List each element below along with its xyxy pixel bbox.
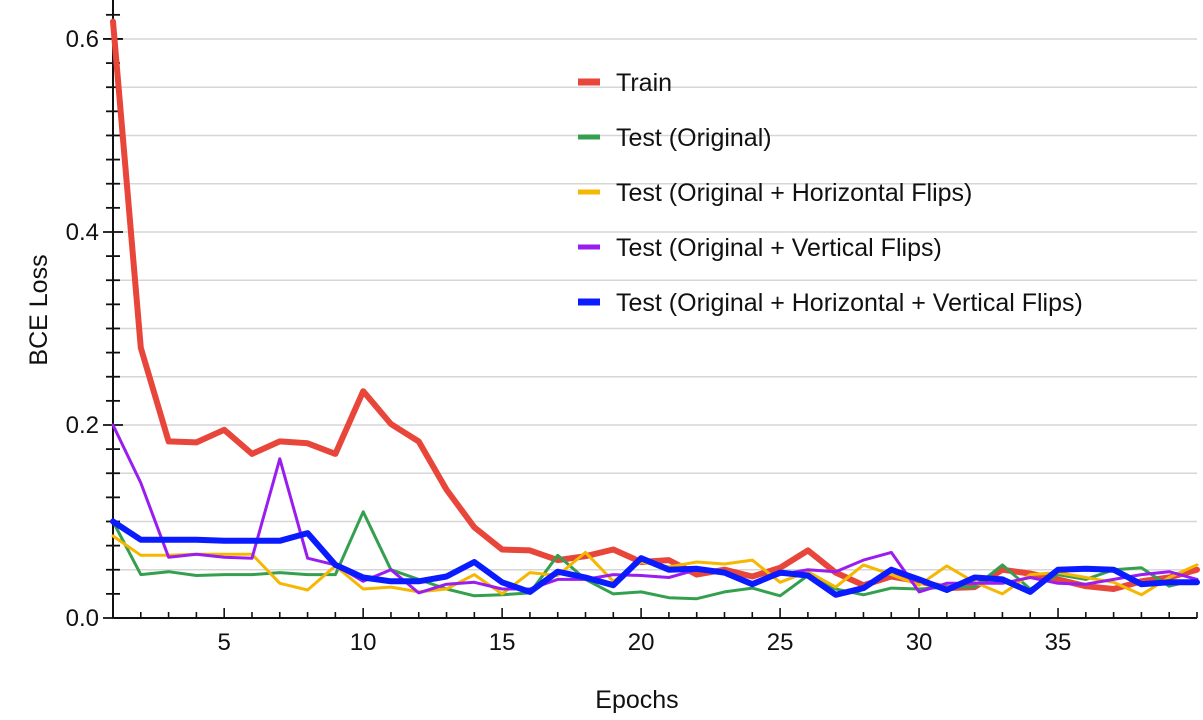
legend-label: Train (616, 69, 672, 97)
x-tick-label: 5 (217, 629, 230, 656)
axes: 0.0 0.2 0.4 0.6 5 10 15 20 25 30 35 (66, 0, 1198, 656)
y-tick-label: 0.4 (66, 219, 99, 246)
y-tick-label: 0.2 (66, 412, 99, 439)
legend-label: Test (Original + Vertical Flips) (616, 234, 942, 262)
x-tick-label: 35 (1045, 629, 1072, 656)
series-lines (110, 18, 1200, 601)
series-line-4 (111, 423, 1199, 595)
x-tick-label: 30 (906, 629, 933, 656)
series-line-5 (110, 518, 1200, 598)
legend-label: Test (Original + Horizontal Flips) (616, 179, 972, 207)
y-tick-label: 0.6 (66, 26, 99, 53)
x-tick-label: 10 (350, 629, 377, 656)
legend: Train Test (Original) Test (Original + Hor… (578, 69, 1083, 317)
legend-label: Test (Original) (616, 124, 772, 152)
x-tick-label: 20 (628, 629, 655, 656)
x-tick-label: 15 (489, 629, 516, 656)
legend-label: Test (Original + Horizontal + Vertical F… (616, 289, 1083, 317)
series-line-2 (111, 510, 1199, 601)
y-tick-label: 0.0 (66, 605, 99, 632)
y-axis-title: BCE Loss (25, 254, 53, 365)
x-tick-label: 25 (767, 629, 794, 656)
x-axis-title: Epochs (595, 686, 678, 714)
grid-lines (113, 38, 1197, 571)
